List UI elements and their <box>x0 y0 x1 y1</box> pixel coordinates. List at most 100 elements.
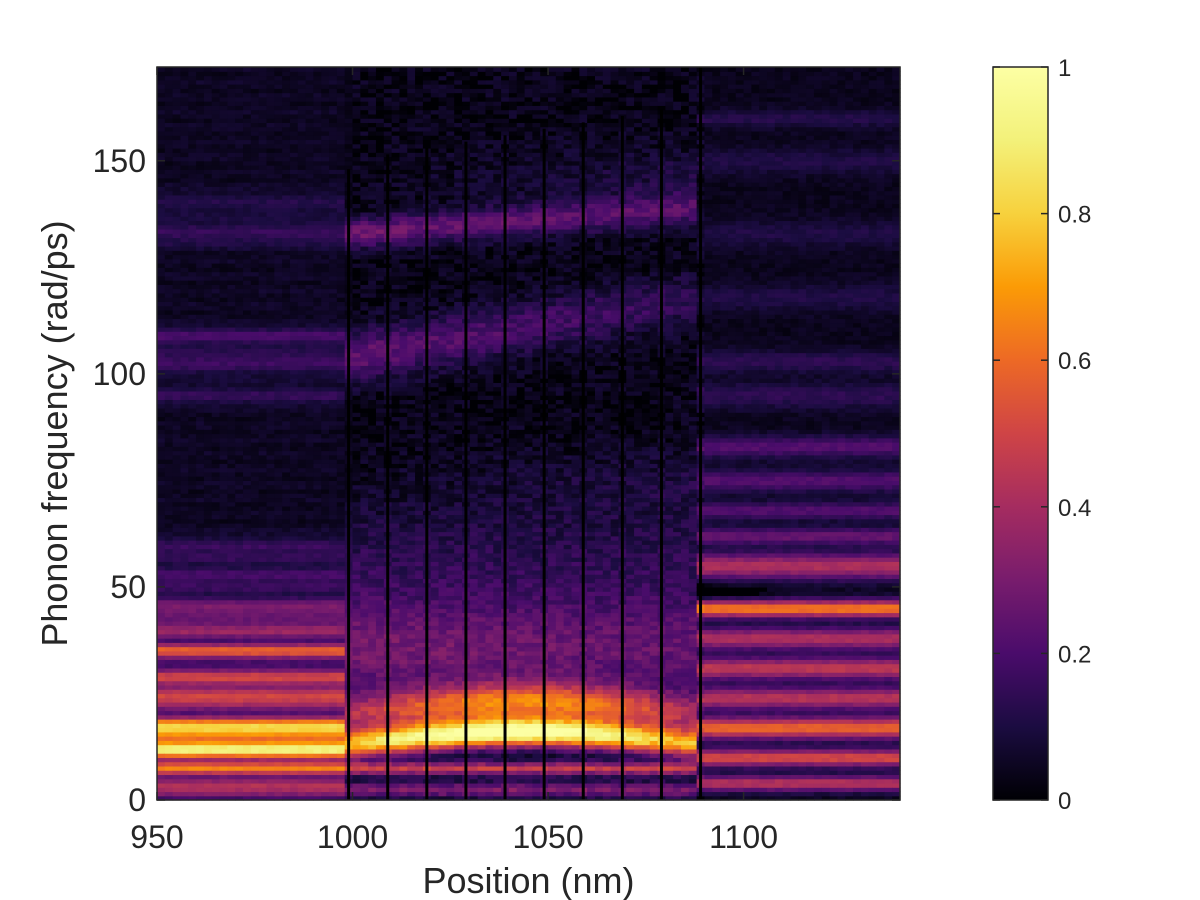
heatmap-cell <box>313 139 322 145</box>
heatmap-cell <box>188 118 197 123</box>
heatmap-cell <box>180 582 189 588</box>
heatmap-cell <box>196 672 205 678</box>
heatmap-cell <box>352 505 361 511</box>
heatmap-cell <box>180 109 189 115</box>
heatmap-cell <box>305 672 315 678</box>
heatmap-cell <box>196 514 205 520</box>
heatmap-cell <box>258 237 268 243</box>
heatmap-cell <box>329 450 338 456</box>
heatmap-cell <box>180 361 189 366</box>
heatmap-cell <box>360 518 369 524</box>
heatmap-cell <box>266 497 275 503</box>
heatmap-cell <box>329 241 338 247</box>
heatmap-cell <box>266 424 275 430</box>
heatmap-cell <box>227 761 236 767</box>
heatmap-cell <box>336 382 346 388</box>
heatmap-cell <box>203 488 213 494</box>
heatmap-cell <box>266 795 275 801</box>
heatmap-cell <box>227 552 236 558</box>
heatmap-cell <box>243 454 252 460</box>
heatmap-cell <box>203 322 213 328</box>
heatmap-cell <box>321 484 330 490</box>
heatmap-cell <box>336 437 346 443</box>
heatmap-cell <box>172 518 182 524</box>
heatmap-cell <box>157 710 166 716</box>
heatmap-cell <box>321 139 330 145</box>
heatmap-cell <box>352 684 361 690</box>
heatmap-cell <box>329 118 338 123</box>
heatmap-cell <box>164 667 174 673</box>
heatmap-cell <box>266 139 275 145</box>
heatmap-cell <box>211 301 221 307</box>
heatmap-cell <box>336 454 346 460</box>
heatmap-cell <box>250 263 260 268</box>
heatmap-cell <box>274 105 283 111</box>
heatmap-cell <box>321 88 330 94</box>
heatmap-cell <box>258 71 268 77</box>
heatmap-cell <box>297 309 307 315</box>
heatmap-cell <box>313 237 322 243</box>
heatmap-cell <box>243 177 252 183</box>
heatmap-cell <box>235 719 244 724</box>
heatmap-cell <box>305 416 315 422</box>
heatmap-cell <box>329 335 338 341</box>
heatmap-cell <box>336 621 346 626</box>
heatmap-cell <box>368 782 377 788</box>
heatmap-cell <box>258 693 268 699</box>
heatmap-cell <box>297 791 307 797</box>
heatmap-cell <box>329 309 338 315</box>
heatmap-cell <box>227 309 236 315</box>
heatmap-cell <box>235 684 244 690</box>
heatmap-cell <box>258 603 268 609</box>
heatmap-cell <box>180 540 189 545</box>
heatmap-cell <box>258 638 268 643</box>
heatmap-cell <box>289 101 299 106</box>
heatmap-cell <box>368 621 377 626</box>
heatmap-cell <box>336 280 346 285</box>
heatmap-cell <box>258 578 268 584</box>
heatmap-cell <box>188 548 197 554</box>
heatmap-cell <box>282 795 291 801</box>
heatmap-cell <box>352 373 361 379</box>
heatmap-cell <box>336 318 346 324</box>
heatmap-cell <box>368 778 377 784</box>
heatmap-cell <box>250 126 260 132</box>
heatmap-cell <box>282 224 291 230</box>
heatmap-cell <box>196 493 205 499</box>
heatmap-cell <box>274 88 283 94</box>
heatmap-cell <box>282 603 291 609</box>
heatmap-cell <box>313 301 322 307</box>
heatmap-cell <box>289 160 299 166</box>
heatmap-cell <box>258 160 268 166</box>
heatmap-cell <box>196 689 205 695</box>
heatmap-cell <box>243 616 252 622</box>
heatmap-cell <box>266 442 275 447</box>
heatmap-cell <box>203 284 213 290</box>
heatmap-cell <box>282 540 291 545</box>
heatmap-cell <box>282 67 291 72</box>
heatmap-cell <box>188 177 197 183</box>
heatmap-cell <box>250 109 260 115</box>
heatmap-cell <box>305 684 315 690</box>
heatmap-cell <box>164 271 174 277</box>
heatmap-cell <box>352 365 361 371</box>
heatmap-cell <box>219 552 228 558</box>
heatmap-cell <box>250 701 260 707</box>
heatmap-cell <box>297 173 307 179</box>
heatmap-cell <box>258 339 268 345</box>
heatmap-cell <box>329 211 338 217</box>
heatmap-cell <box>203 493 213 499</box>
heatmap-cell <box>188 314 197 320</box>
heatmap-cell <box>172 292 182 298</box>
heatmap-cell <box>227 650 236 656</box>
heatmap-cell <box>289 591 299 597</box>
heatmap-cell <box>289 629 299 635</box>
heatmap-cell <box>250 105 260 111</box>
heatmap-cell <box>266 727 275 733</box>
heatmap-cell <box>274 416 283 422</box>
heatmap-cell <box>329 655 338 660</box>
heatmap-cell <box>164 335 174 341</box>
heatmap-cell <box>219 407 228 413</box>
heatmap-cell <box>289 727 299 733</box>
heatmap-cell <box>157 344 166 349</box>
